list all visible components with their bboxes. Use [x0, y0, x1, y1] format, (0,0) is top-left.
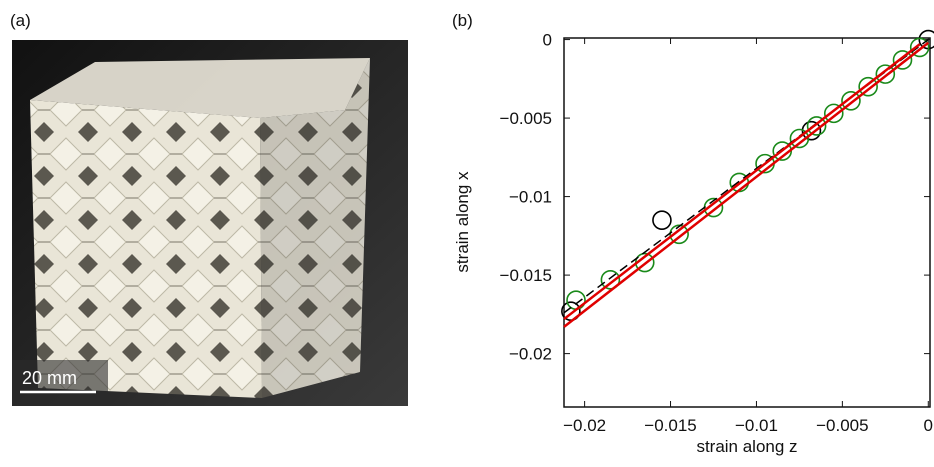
- x-axis-label: strain along z: [696, 437, 797, 456]
- y-tick-label: −0.02: [509, 345, 552, 364]
- data-point: [567, 291, 585, 309]
- y-axis-label: strain along x: [453, 171, 472, 273]
- x-tick-label: −0.015: [644, 416, 696, 435]
- photo: 20 mm: [12, 40, 408, 406]
- x-tick-label: −0.005: [816, 416, 868, 435]
- fit-line: [564, 43, 928, 327]
- y-tick-label: −0.015: [500, 266, 552, 285]
- x-tick-label: −0.02: [563, 416, 606, 435]
- fit-line: [564, 44, 920, 319]
- scale-bar-label: 20 mm: [22, 368, 77, 388]
- data-point: [653, 211, 671, 229]
- panel-label: (b): [452, 11, 473, 30]
- panel-label: (a): [10, 11, 31, 30]
- figure: (a) (b) 20 mm strain along z strain alon…: [0, 0, 934, 462]
- y-tick-label: 0: [543, 31, 552, 50]
- x-tick-label: −0.01: [735, 416, 778, 435]
- y-tick-label: −0.01: [509, 188, 552, 207]
- y-tick-label: −0.005: [500, 109, 552, 128]
- x-tick-label: 0: [924, 416, 933, 435]
